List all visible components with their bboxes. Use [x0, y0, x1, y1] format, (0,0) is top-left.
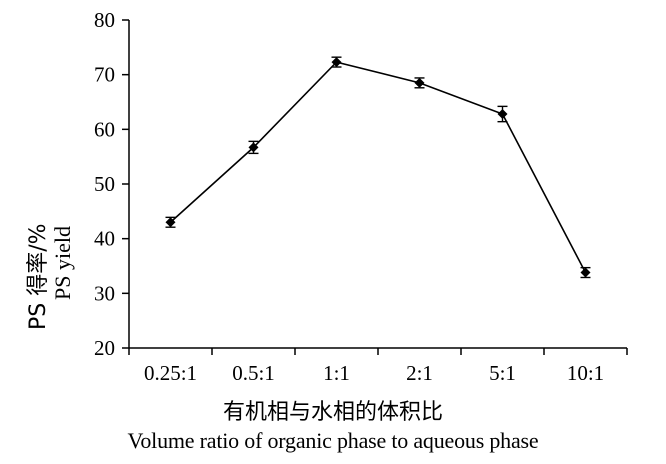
x-axis-title-cn: 有机相与水相的体积比	[222, 400, 443, 425]
y-tick-label: 30	[94, 281, 115, 305]
y-tick-label: 60	[94, 117, 115, 141]
y-tick-label: 70	[94, 63, 115, 87]
x-ticks: 0.25:1 0.5:1 1:1 2:1 5:1 10:1	[128, 348, 628, 385]
y-ticks: 20 30 40 50 60 70 80	[94, 8, 129, 360]
x-tick-label: 0.5:1	[232, 361, 275, 385]
y-tick-label: 50	[94, 172, 115, 196]
y-axis-title-cn: PS 得率/%	[26, 223, 51, 330]
x-tick-label: 5:1	[489, 361, 516, 385]
data-point-marker	[331, 57, 342, 68]
y-tick-label: 40	[94, 227, 115, 251]
data-point-marker	[414, 77, 425, 88]
x-axis-title-en: Volume ratio of organic phase to aqueous…	[127, 428, 539, 453]
axes	[128, 20, 627, 349]
series-line	[169, 61, 587, 273]
y-tick-label: 80	[94, 8, 115, 32]
y-tick-label: 20	[94, 336, 115, 360]
data-point-marker	[248, 142, 259, 153]
x-tick-label: 1:1	[323, 361, 350, 385]
x-tick-label: 10:1	[567, 361, 604, 385]
y-axis-title-en: PS yield	[50, 226, 75, 300]
data-point-marker	[497, 109, 508, 120]
x-tick-label: 2:1	[406, 361, 433, 385]
data-point-marker	[580, 267, 591, 278]
x-tick-label: 0.25:1	[144, 361, 197, 385]
series-ps-yield	[165, 56, 591, 279]
data-point-marker	[165, 217, 176, 228]
